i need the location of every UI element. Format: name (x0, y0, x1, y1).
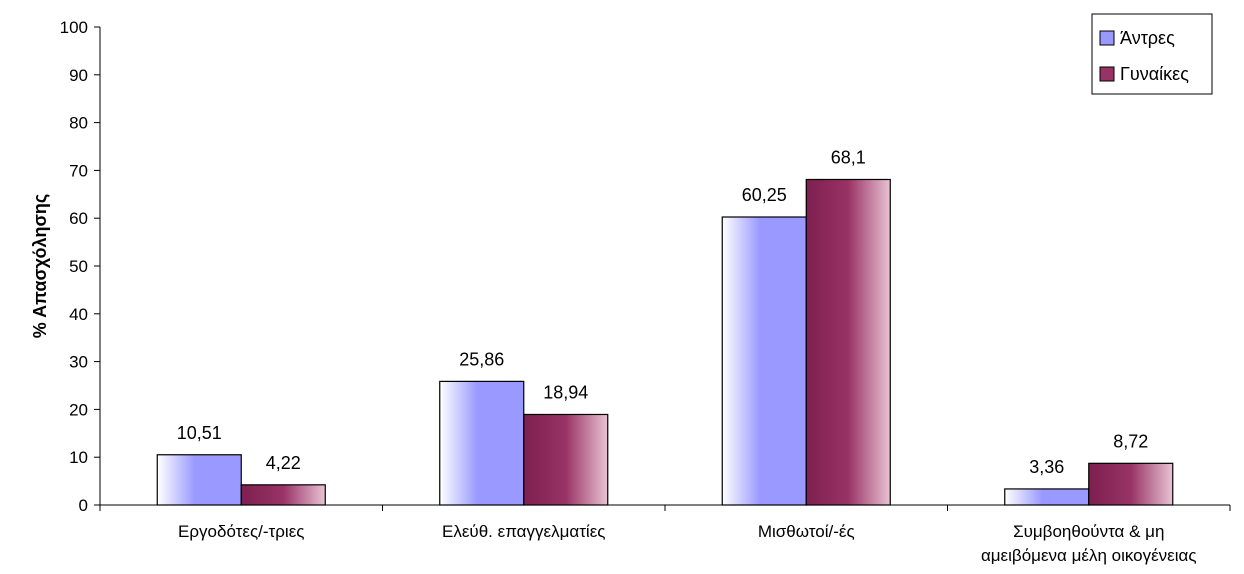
bar (805, 178, 891, 506)
y-tick-label: 20 (69, 400, 88, 419)
x-tick-label: Ελεύθ. επαγγελματίες (442, 522, 605, 541)
data-label: 60,25 (742, 185, 787, 205)
data-label: 4,22 (266, 453, 301, 473)
bar (156, 454, 242, 506)
x-tick-label: Εργοδότες/-τριες (178, 522, 304, 541)
legend-swatch (1099, 66, 1115, 82)
data-label: 25,86 (459, 349, 504, 369)
y-tick-label: 100 (60, 18, 88, 37)
bar (1004, 488, 1090, 506)
y-tick-label: 30 (69, 353, 88, 372)
data-label: 8,72 (1113, 431, 1148, 451)
y-tick-label: 90 (69, 66, 88, 85)
data-label: 18,94 (543, 382, 588, 402)
y-tick-label: 0 (79, 496, 88, 515)
plot-area: 0 10 20 30 40 50 60 70 80 90 100 % Απασχόλησης 10,51… (30, 18, 1231, 565)
legend: Άντρες Γυναίκες (1091, 13, 1213, 95)
y-axis-label: % Απασχόλησης (30, 194, 50, 338)
legend-label: Γυναίκες (1120, 64, 1189, 84)
y-tick-label: 10 (69, 448, 88, 467)
y-tick-label: 80 (69, 114, 88, 133)
bar (523, 413, 609, 506)
legend-label: Άντρες (1120, 28, 1175, 48)
x-tick-label: Συμβοηθούντα & μη αμειβόμενα μέλη οικογέν… (981, 522, 1197, 565)
bar (439, 380, 525, 506)
data-label: 10,51 (177, 423, 222, 443)
bar (721, 216, 807, 506)
y-tick-label: 40 (69, 305, 88, 324)
legend-swatch (1099, 30, 1115, 46)
x-tick-label: Μισθωτοί/-ές (758, 522, 855, 541)
y-tick-label: 50 (69, 257, 88, 276)
bar (240, 484, 326, 506)
bar (1088, 462, 1174, 506)
y-tick-label: 70 (69, 161, 88, 180)
y-tick-label: 60 (69, 209, 88, 228)
data-label: 68,1 (831, 147, 866, 167)
data-label: 3,36 (1029, 457, 1064, 477)
